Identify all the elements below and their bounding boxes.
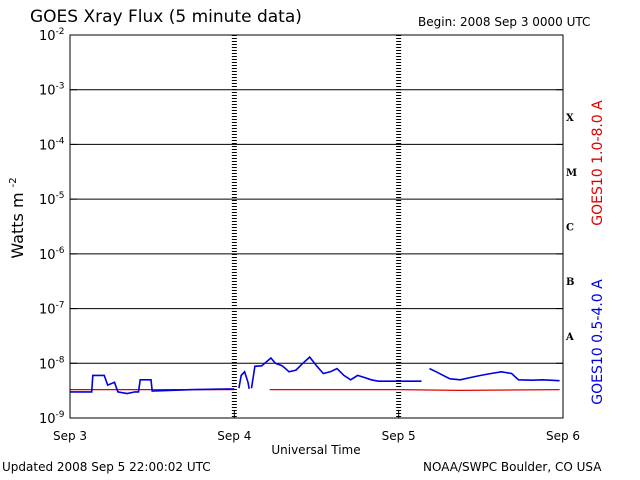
y-tick-label: 10-9 <box>39 410 65 427</box>
plot-frame <box>69 34 564 419</box>
y-tick-label: 10-6 <box>39 246 65 263</box>
series-line-short <box>429 367 560 382</box>
chart-title: GOES Xray Flux (5 minute data) <box>30 7 302 27</box>
x-tick-label: Sep 4 <box>217 429 251 443</box>
x-tick-label: Sep 5 <box>382 429 416 443</box>
flare-class-c: C <box>566 223 574 234</box>
day-divider-ticks <box>69 35 564 418</box>
y-tick-label: 10-5 <box>39 191 65 208</box>
y-tick-label: 10-7 <box>39 301 65 318</box>
series-line-long <box>269 389 560 392</box>
y-tick-label: 10-3 <box>39 82 65 99</box>
x-tick-label: Sep 3 <box>53 429 87 443</box>
series-lines <box>70 355 560 395</box>
x-tick-label: Sep 6 <box>546 429 580 443</box>
legend-entry: GOES10 1.0-8.0 A <box>590 100 606 226</box>
flare-class-b: B <box>566 277 574 288</box>
series-line-short <box>70 374 235 395</box>
begin-time: Begin: 2008 Sep 3 0000 UTC <box>418 15 591 29</box>
series-line-short <box>238 370 250 390</box>
legend-entry: GOES10 0.5-4.0 A <box>590 279 606 405</box>
updated-timestamp: Updated 2008 Sep 5 22:00:02 UTC <box>2 460 211 474</box>
credit-line: NOAA/SWPC Boulder, CO USA <box>423 460 602 474</box>
y-tick-labels: 10-9 10-8 10-7 10-6 10-5 10-4 10-3 10-2 <box>39 27 563 427</box>
flare-class-a: A <box>565 332 574 343</box>
grid-lines <box>70 89 563 364</box>
y-tick-label: 10-8 <box>39 355 65 372</box>
y-tick-label: 10-4 <box>39 136 65 153</box>
series-line-short <box>250 355 422 389</box>
y-axis-label: Watts m -2 <box>8 177 27 258</box>
flare-class-x: X <box>566 113 574 124</box>
x-axis-label: Universal Time <box>271 443 360 457</box>
flare-class-labels: A B C M X <box>565 113 577 343</box>
legend: GOES10 1.0-8.0 A GOES10 0.5-4.0 A <box>590 100 606 405</box>
y-tick-label: 10-2 <box>39 27 65 44</box>
x-tick-labels: Sep 3 Sep 4 Sep 5 Sep 6 <box>53 429 580 443</box>
flare-class-m: M <box>566 168 577 179</box>
